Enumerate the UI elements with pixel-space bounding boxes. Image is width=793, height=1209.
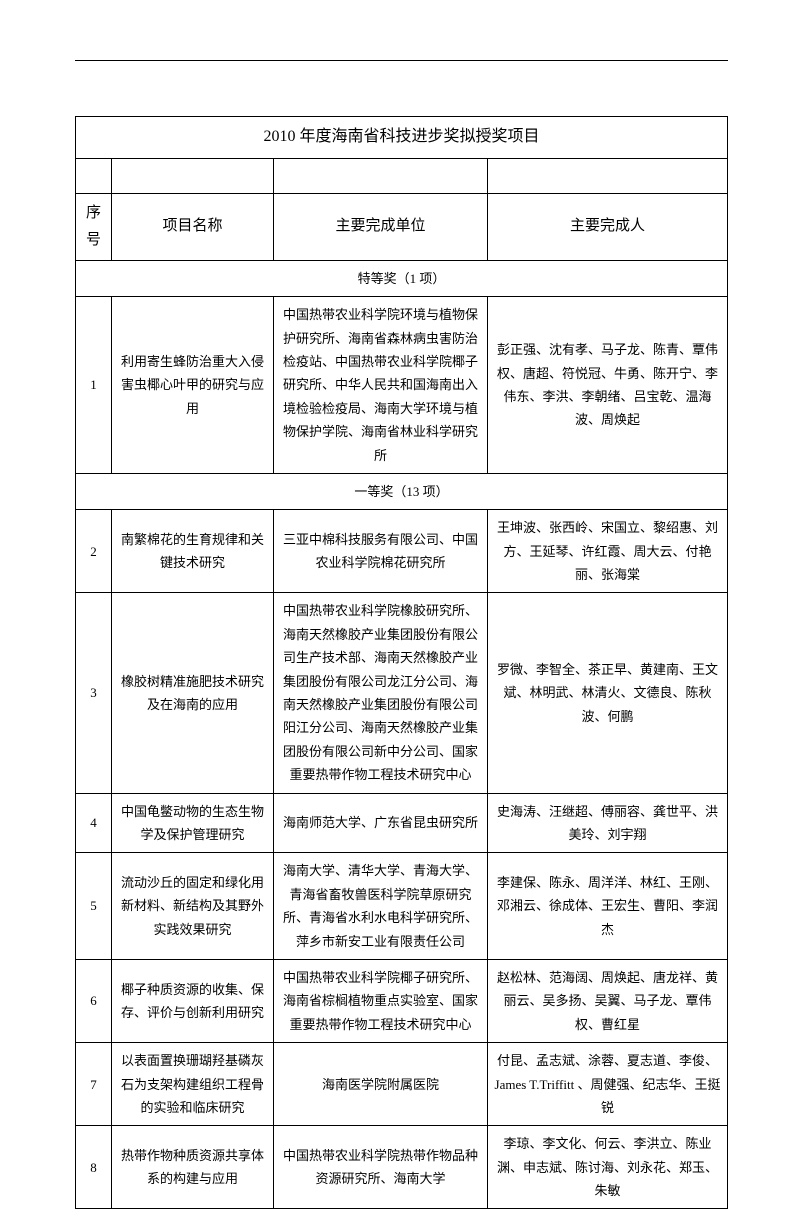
header-unit: 主要完成单位 (274, 193, 488, 260)
cell-idx: 4 (76, 793, 112, 853)
table-row: 7 以表面置换珊瑚羟基磷灰石为支架构建组织工程骨的实验和临床研究 海南医学院附属… (76, 1043, 728, 1126)
header-row: 序号 项目名称 主要完成单位 主要完成人 (76, 193, 728, 260)
cell-name: 流动沙丘的固定和绿化用新材料、新结构及其野外实践效果研究 (112, 853, 274, 960)
cell-idx: 3 (76, 593, 112, 793)
table-row: 6 椰子种质资源的收集、保存、评价与创新利用研究 中国热带农业科学院椰子研究所、… (76, 959, 728, 1042)
cell-unit: 中国热带农业科学院椰子研究所、海南省棕榈植物重点实验室、国家重要热带作物工程技术… (274, 959, 488, 1042)
cell-name: 椰子种质资源的收集、保存、评价与创新利用研究 (112, 959, 274, 1042)
cell-name: 利用寄生蜂防治重大入侵害虫椰心叶甲的研究与应用 (112, 297, 274, 474)
cell-ppl: 赵松林、范海阔、周焕起、唐龙祥、黄丽云、吴多扬、吴翼、马子龙、覃伟权、曹红星 (488, 959, 728, 1042)
cell-unit: 中国热带农业科学院环境与植物保护研究所、海南省森林病虫害防治检疫站、中国热带农业… (274, 297, 488, 474)
table-title: 2010 年度海南省科技进步奖拟授奖项目 (76, 117, 728, 159)
cell-ppl: 李琼、李文化、何云、李洪立、陈业渊、申志斌、陈讨海、刘永花、郑玉、朱敏 (488, 1126, 728, 1209)
header-ppl: 主要完成人 (488, 193, 728, 260)
table-row: 3 橡胶树精准施肥技术研究及在海南的应用 中国热带农业科学院橡胶研究所、海南天然… (76, 593, 728, 793)
blank-row (76, 158, 728, 193)
cell-name: 以表面置换珊瑚羟基磷灰石为支架构建组织工程骨的实验和临床研究 (112, 1043, 274, 1126)
cell-idx: 8 (76, 1126, 112, 1209)
cell-ppl: 彭正强、沈有孝、马子龙、陈青、覃伟权、唐超、符悦冠、牛勇、陈开宁、李伟东、李洪、… (488, 297, 728, 474)
cell-name: 南繁棉花的生育规律和关键技术研究 (112, 510, 274, 593)
cell-ppl: 罗微、李智全、茶正早、黄建南、王文斌、林明武、林清火、文德良、陈秋波、何鹏 (488, 593, 728, 793)
table-row: 4 中国龟鳖动物的生态生物学及保护管理研究 海南师范大学、广东省昆虫研究所 史海… (76, 793, 728, 853)
header-name: 项目名称 (112, 193, 274, 260)
cell-unit: 海南医学院附属医院 (274, 1043, 488, 1126)
section-special-label: 特等奖（1 项） (76, 260, 728, 296)
cell-idx: 5 (76, 853, 112, 960)
header-idx: 序号 (76, 193, 112, 260)
section-row-special: 特等奖（1 项） (76, 260, 728, 296)
cell-name: 热带作物种质资源共享体系的构建与应用 (112, 1126, 274, 1209)
awards-table: 2010 年度海南省科技进步奖拟授奖项目 序号 项目名称 主要完成单位 主要完成… (75, 116, 728, 1209)
cell-ppl: 史海涛、汪继超、傅丽容、龚世平、洪美玲、刘宇翔 (488, 793, 728, 853)
cell-name: 橡胶树精准施肥技术研究及在海南的应用 (112, 593, 274, 793)
cell-ppl: 李建保、陈永、周洋洋、林红、王刚、邓湘云、徐成体、王宏生、曹阳、李润杰 (488, 853, 728, 960)
cell-unit: 三亚中棉科技服务有限公司、中国农业科学院棉花研究所 (274, 510, 488, 593)
section-first-label: 一等奖（13 项） (76, 473, 728, 509)
cell-unit: 中国热带农业科学院热带作物品种资源研究所、海南大学 (274, 1126, 488, 1209)
section-row-first: 一等奖（13 项） (76, 473, 728, 509)
cell-unit: 海南大学、清华大学、青海大学、青海省畜牧兽医科学院草原研究所、青海省水利水电科学… (274, 853, 488, 960)
cell-idx: 1 (76, 297, 112, 474)
cell-ppl: 付昆、孟志斌、涂蓉、夏志道、李俊、James T.Triffitt 、周健强、纪… (488, 1043, 728, 1126)
page-top-rule (75, 60, 728, 61)
cell-ppl: 王坤波、张西岭、宋国立、黎绍惠、刘方、王延琴、许红霞、周大云、付艳丽、张海棠 (488, 510, 728, 593)
cell-unit: 海南师范大学、广东省昆虫研究所 (274, 793, 488, 853)
table-title-row: 2010 年度海南省科技进步奖拟授奖项目 (76, 117, 728, 159)
cell-idx: 6 (76, 959, 112, 1042)
cell-idx: 7 (76, 1043, 112, 1126)
table-row: 8 热带作物种质资源共享体系的构建与应用 中国热带农业科学院热带作物品种资源研究… (76, 1126, 728, 1209)
cell-name: 中国龟鳖动物的生态生物学及保护管理研究 (112, 793, 274, 853)
cell-idx: 2 (76, 510, 112, 593)
table-row: 5 流动沙丘的固定和绿化用新材料、新结构及其野外实践效果研究 海南大学、清华大学… (76, 853, 728, 960)
table-row: 1 利用寄生蜂防治重大入侵害虫椰心叶甲的研究与应用 中国热带农业科学院环境与植物… (76, 297, 728, 474)
cell-unit: 中国热带农业科学院橡胶研究所、海南天然橡胶产业集团股份有限公司生产技术部、海南天… (274, 593, 488, 793)
table-row: 2 南繁棉花的生育规律和关键技术研究 三亚中棉科技服务有限公司、中国农业科学院棉… (76, 510, 728, 593)
